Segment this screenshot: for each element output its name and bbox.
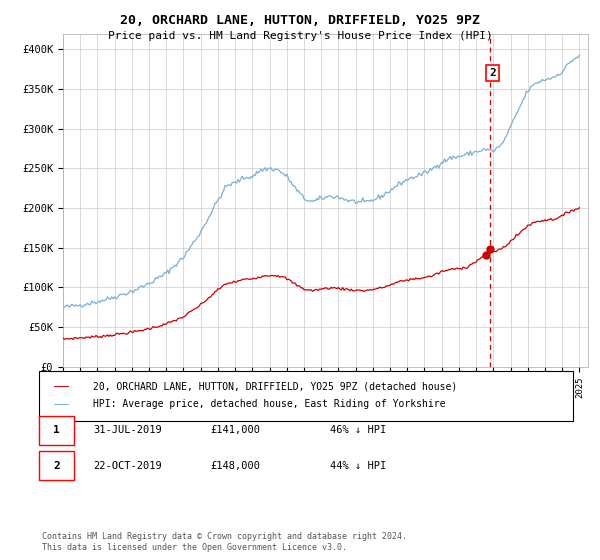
Text: £148,000: £148,000 [210, 461, 260, 471]
Text: 1: 1 [53, 425, 60, 435]
Text: 20, ORCHARD LANE, HUTTON, DRIFFIELD, YO25 9PZ: 20, ORCHARD LANE, HUTTON, DRIFFIELD, YO2… [120, 14, 480, 27]
Text: 2: 2 [489, 68, 496, 78]
Text: 2: 2 [53, 461, 60, 471]
Text: £141,000: £141,000 [210, 425, 260, 435]
Text: ——: —— [54, 380, 69, 393]
Text: 20, ORCHARD LANE, HUTTON, DRIFFIELD, YO25 9PZ (detached house): 20, ORCHARD LANE, HUTTON, DRIFFIELD, YO2… [93, 381, 457, 391]
Text: Contains HM Land Registry data © Crown copyright and database right 2024.
This d: Contains HM Land Registry data © Crown c… [42, 532, 407, 552]
Text: 22-OCT-2019: 22-OCT-2019 [93, 461, 162, 471]
Text: Price paid vs. HM Land Registry's House Price Index (HPI): Price paid vs. HM Land Registry's House … [107, 31, 493, 41]
Text: 31-JUL-2019: 31-JUL-2019 [93, 425, 162, 435]
Text: 46% ↓ HPI: 46% ↓ HPI [330, 425, 386, 435]
Text: ——: —— [54, 398, 69, 411]
Text: HPI: Average price, detached house, East Riding of Yorkshire: HPI: Average price, detached house, East… [93, 399, 445, 409]
Text: 44% ↓ HPI: 44% ↓ HPI [330, 461, 386, 471]
